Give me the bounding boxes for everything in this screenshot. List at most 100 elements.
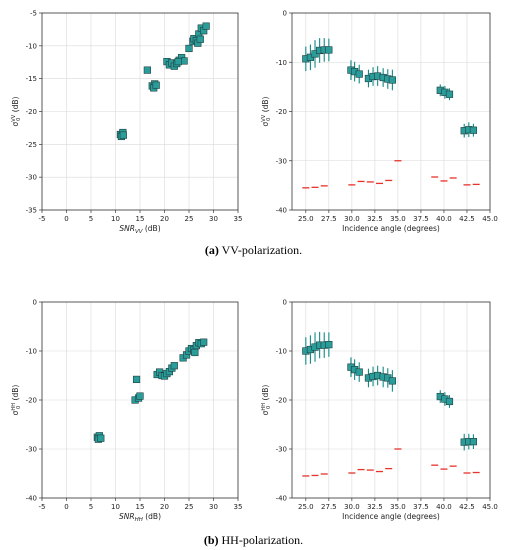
data-point: [202, 22, 210, 30]
data-point: [136, 392, 144, 400]
sigma0-point: [388, 377, 396, 385]
y-tick-label: -10: [26, 42, 37, 50]
sigma0-point: [325, 46, 333, 54]
x-tick-label: 25.0: [298, 503, 314, 511]
x-tick-label: 37.5: [413, 503, 429, 511]
x-tick-label: 27.5: [321, 215, 337, 223]
y-tick-label: 0: [283, 10, 287, 18]
sigma0-point: [388, 76, 396, 84]
sigma0-point: [355, 368, 363, 376]
caption-b-tag: (b): [203, 533, 219, 547]
y-tick-label: -10: [276, 348, 287, 356]
caption-a-tag: (a): [204, 243, 219, 257]
y-tick-label: -20: [26, 108, 37, 116]
x-tick-label: 10: [111, 503, 120, 511]
axes-frame: [291, 12, 491, 211]
x-tick-label: 25: [185, 215, 194, 223]
x-tick-label: 20: [160, 215, 169, 223]
axes-frame: [291, 301, 491, 499]
caption-a: (a) VV-polarization.: [0, 243, 507, 258]
x-tick-label: 30: [209, 215, 218, 223]
data-point: [132, 375, 141, 384]
y-tick-label: 0: [33, 299, 37, 307]
sigma0-point: [445, 90, 454, 98]
x-tick-label: 45.0: [482, 215, 498, 223]
y-tick-label: -15: [26, 75, 37, 83]
x-tick-label: 25.0: [298, 215, 314, 223]
x-tick-label: 40.0: [436, 215, 452, 223]
x-tick-label: 15: [136, 503, 145, 511]
x-tick-label: 5: [89, 215, 93, 223]
x-tick-label: 10: [111, 215, 120, 223]
x-tick-label: 30: [209, 503, 218, 511]
x-tick-label: 45.0: [482, 503, 498, 511]
panel-b-right: 25.0 27.5 30.0 32.5 35.0 37.5 40.0 42.5 45.0 -40 -…: [261, 299, 498, 522]
x-tick-label: 15: [136, 215, 145, 223]
sigma0-point: [445, 397, 454, 406]
y-axis-label: σVV0 (dB): [11, 96, 22, 126]
x-axis-label: SNRVV (dB): [119, 224, 160, 235]
y-tick-label: -20: [276, 108, 287, 116]
x-tick-label: 35: [234, 503, 243, 511]
y-tick-label: -20: [276, 397, 287, 405]
x-tick-label: 30.0: [344, 503, 360, 511]
y-axis-label: σVV0 (dB): [261, 96, 272, 126]
caption-b-text: HH-polarization.: [221, 533, 304, 547]
y-tick-label: -30: [26, 446, 37, 454]
data-point: [170, 362, 178, 370]
data-point: [185, 44, 193, 53]
y-tick-label: -30: [26, 174, 37, 182]
panel-a-right: 25.0 27.5 30.0 32.5 35.0 37.5 40.0 42.5 45.0 -40 -…: [261, 10, 498, 234]
data-point: [119, 131, 127, 139]
y-tick-label: -30: [276, 446, 287, 454]
x-tick-label: 42.5: [459, 215, 475, 223]
sigma0-point: [469, 438, 478, 446]
y-tick-label: 0: [283, 299, 287, 307]
y-tick-label: -35: [26, 207, 37, 215]
data-point: [152, 81, 160, 89]
x-tick-label: 20: [160, 503, 169, 511]
x-tick-label: 42.5: [459, 503, 475, 511]
x-axis-label: Incidence angle (degrees): [342, 512, 440, 521]
x-tick-label: 32.5: [367, 503, 383, 511]
sigma0-point: [325, 341, 333, 349]
data-point: [196, 35, 204, 43]
panel-b-left: -5 0 5 10 15 20 25 30 35 -40 -30 -20 -10 0 SNRHH (dB) σ…: [11, 299, 242, 524]
x-axis-label: Incidence angle (degrees): [342, 224, 440, 233]
y-tick-label: -40: [276, 207, 287, 215]
x-tick-label: 37.5: [413, 215, 429, 223]
sigma0-point: [355, 70, 363, 78]
data-point: [200, 338, 208, 346]
x-tick-label: 0: [64, 503, 68, 511]
y-tick-label: -25: [26, 141, 37, 149]
data-point: [191, 348, 199, 357]
y-tick-label: -10: [276, 59, 287, 67]
x-tick-label: 35.0: [390, 215, 406, 223]
x-tick-label: -5: [39, 215, 46, 223]
data-point: [143, 66, 151, 74]
x-tick-label: 25: [185, 503, 194, 511]
data-point: [174, 57, 182, 66]
axes-frame: [41, 12, 239, 211]
caption-a-text: VV-polarization.: [221, 243, 303, 257]
y-axis-label: σHH0 (dB): [11, 385, 22, 416]
y-tick-label: -40: [276, 495, 287, 503]
y-tick-label: -5: [30, 10, 37, 18]
sigma0-point: [469, 126, 478, 134]
caption-b: (b) HH-polarization.: [0, 533, 507, 548]
x-tick-label: 32.5: [367, 215, 383, 223]
data-point: [97, 434, 105, 442]
x-tick-label: 30.0: [344, 215, 360, 223]
y-axis-label: σHH0 (dB): [261, 385, 272, 416]
x-axis-label: SNRHH (dB): [119, 512, 161, 523]
y-tick-label: -30: [276, 157, 287, 165]
x-tick-label: 35.0: [390, 503, 406, 511]
y-tick-label: -20: [26, 397, 37, 405]
x-tick-label: 0: [64, 215, 68, 223]
x-tick-label: 35: [234, 215, 243, 223]
y-tick-label: -40: [26, 495, 37, 503]
y-tick-label: -10: [26, 348, 37, 356]
x-tick-label: 40.0: [436, 503, 452, 511]
x-tick-label: 5: [89, 503, 93, 511]
